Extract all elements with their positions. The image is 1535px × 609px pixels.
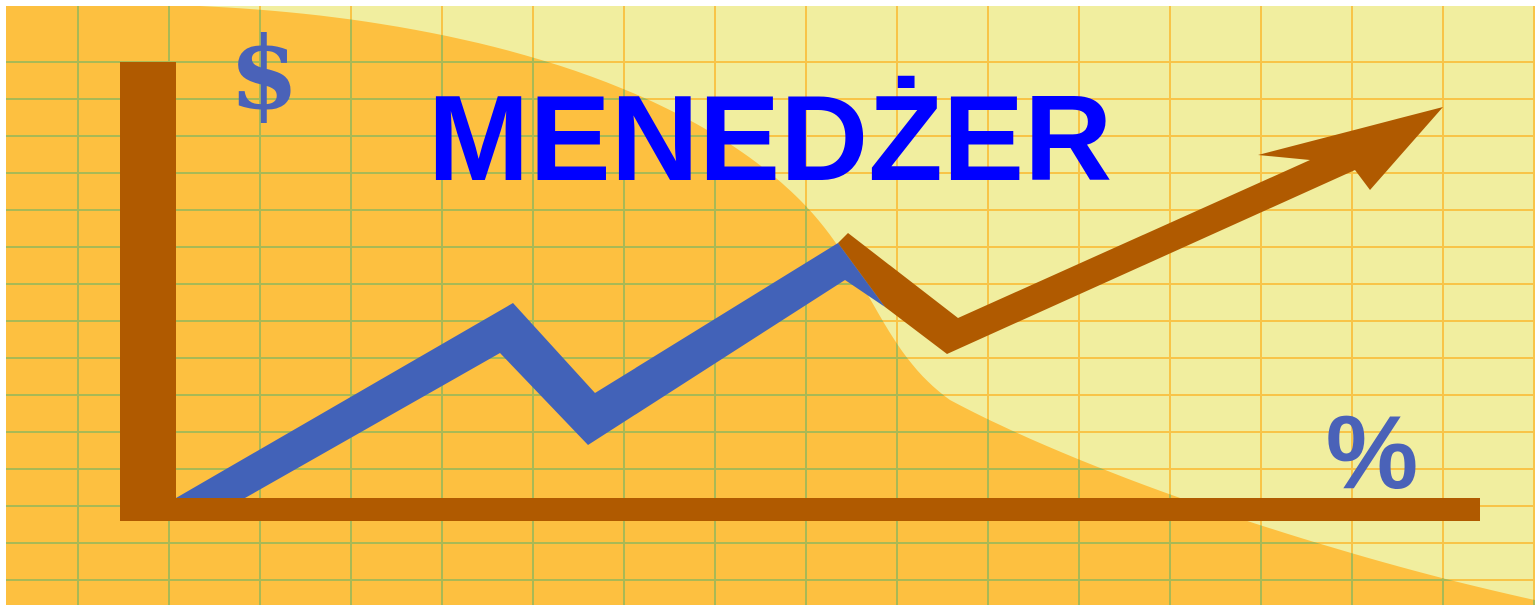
title: MENEDŻER xyxy=(428,70,1113,206)
percent-sign: % xyxy=(1326,395,1418,511)
banner: MENEDŻER $ % xyxy=(0,0,1535,609)
dollar-sign: $ xyxy=(229,14,299,132)
page: MENEDŻER $ % (() => { const data = JSON.… xyxy=(0,0,1535,609)
